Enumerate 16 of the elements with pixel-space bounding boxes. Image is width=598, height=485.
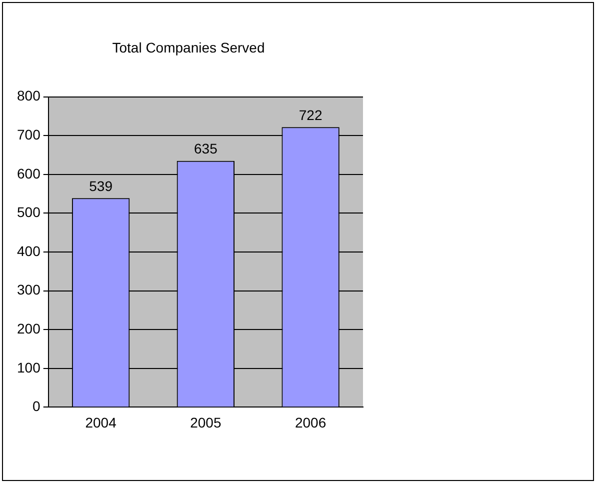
y-tick-label: 300: [17, 282, 41, 298]
y-tick-label: 100: [17, 359, 41, 376]
y-tick-label: 600: [17, 165, 41, 182]
y-tick-label: 800: [17, 88, 41, 104]
chart-title: Total Companies Served: [112, 39, 265, 56]
y-tick-label: 200: [17, 320, 41, 336]
y-tick-label: 700: [17, 126, 41, 142]
y-tick-label: 0: [32, 398, 41, 414]
data-label: 635: [194, 140, 218, 157]
x-tick-label: 2004: [85, 414, 117, 430]
data-label: 539: [89, 178, 113, 194]
x-tick-label: 2006: [294, 414, 326, 430]
x-tick-label: 2005: [190, 414, 222, 430]
y-tick-label: 400: [17, 242, 41, 259]
data-label: 722: [298, 106, 322, 123]
y-tick-label: 500: [17, 204, 41, 220]
